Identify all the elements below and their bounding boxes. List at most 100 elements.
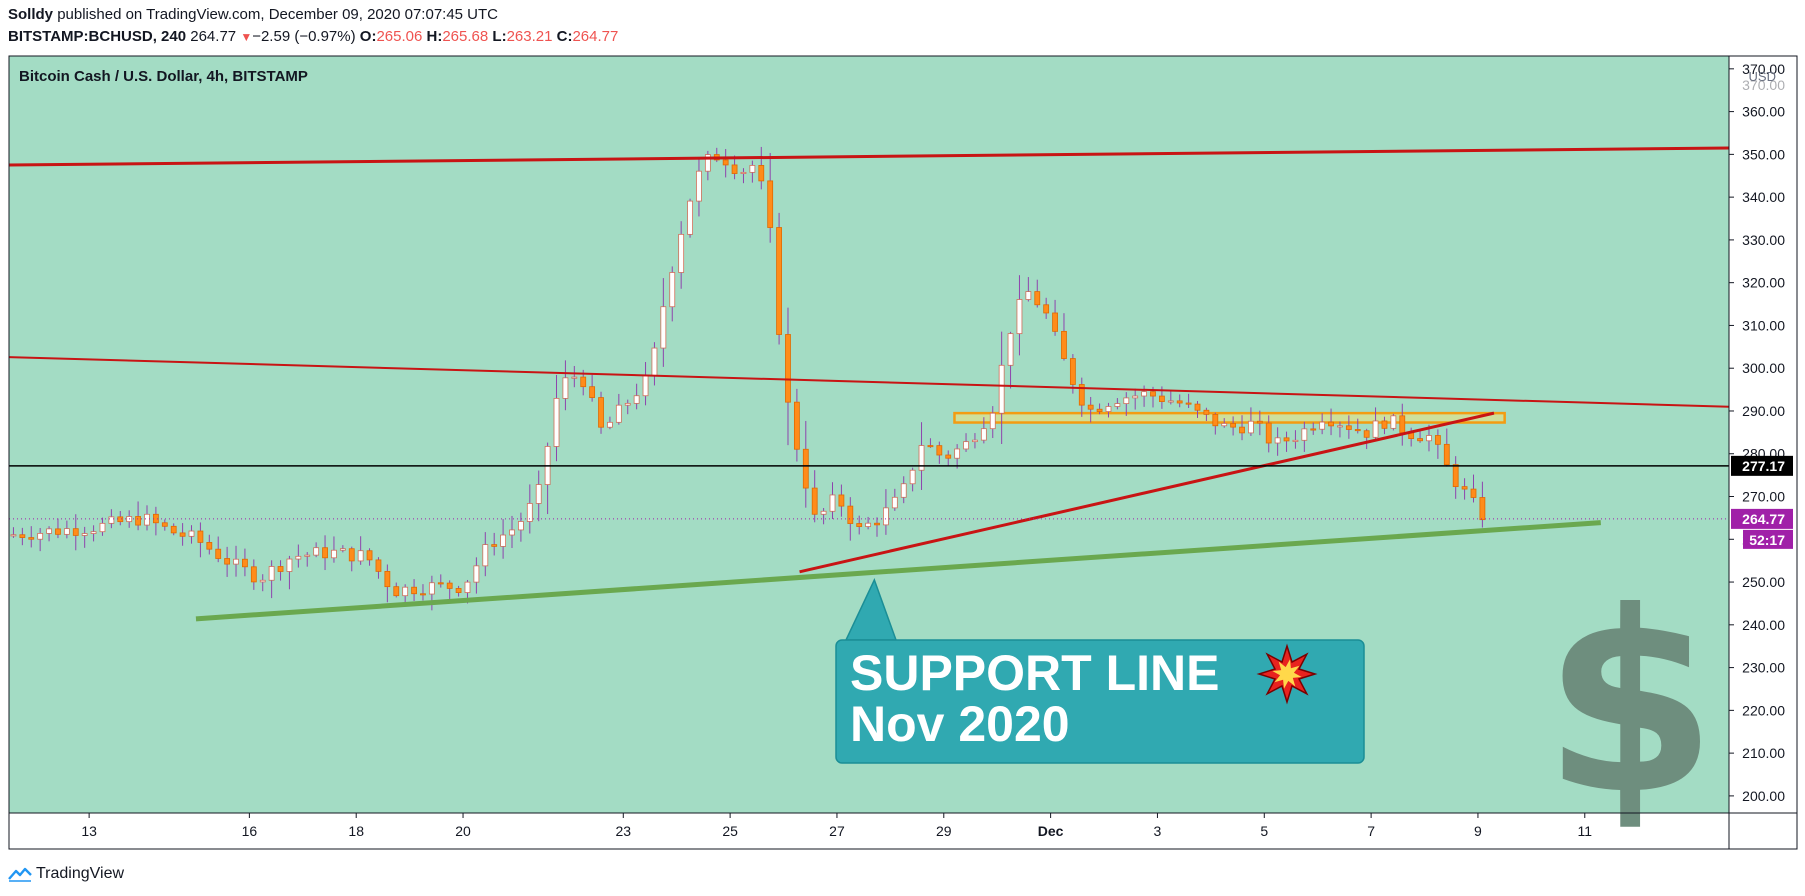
- x-tick-label: 23: [615, 823, 631, 839]
- x-tick-label: 20: [455, 823, 471, 839]
- countdown-badge: [1743, 529, 1793, 549]
- candle-bear: [375, 559, 382, 572]
- candle-bull: [1167, 400, 1174, 403]
- candle-bear: [1176, 400, 1183, 404]
- change-text: −2.59 (−0.97%): [252, 28, 356, 45]
- candle-bear: [1034, 291, 1041, 306]
- candle-bear: [1310, 428, 1317, 431]
- candle-bull: [526, 503, 533, 522]
- time-axis[interactable]: [9, 813, 1797, 849]
- candle-bear: [1434, 435, 1441, 445]
- candle-bear: [206, 542, 213, 550]
- tradingview-logo-icon[interactable]: [8, 866, 32, 882]
- y-tick-label: 360.00: [1742, 104, 1785, 120]
- candle-bear: [411, 586, 417, 595]
- candle-bear: [1203, 409, 1210, 415]
- candle-bear: [366, 550, 373, 561]
- candle-bear: [945, 454, 952, 459]
- candle-bull: [865, 522, 872, 527]
- candle-bear: [811, 487, 818, 515]
- candle-bull: [63, 528, 70, 535]
- candle-bull: [90, 531, 97, 534]
- candle-bull: [233, 558, 239, 565]
- candle-bear: [224, 558, 231, 565]
- candle-bear: [598, 397, 604, 428]
- resistance-line-mid[interactable]: [8, 356, 1730, 408]
- candle-bull: [482, 544, 489, 567]
- candle-bull: [144, 513, 150, 526]
- candle-bear: [793, 401, 800, 450]
- candle-bull: [669, 272, 676, 308]
- last-price-text: 264.77: [1742, 511, 1785, 527]
- candle-bear: [348, 548, 355, 562]
- candle-bear: [250, 566, 257, 583]
- candle-bull: [1274, 437, 1281, 444]
- candle-bull: [518, 521, 524, 531]
- candle-bull: [331, 549, 337, 559]
- candle-bull: [1221, 423, 1228, 427]
- x-tick-label: 3: [1154, 823, 1162, 839]
- author-name[interactable]: Solldy: [8, 6, 54, 23]
- candle-bear: [28, 537, 35, 540]
- candle-bear: [1381, 420, 1388, 429]
- price-axis[interactable]: [1729, 56, 1797, 813]
- candle-bear: [437, 582, 444, 585]
- callout-box[interactable]: [835, 639, 1365, 764]
- candle-bear: [1069, 358, 1076, 385]
- y-tick-label: 370.00: [1742, 61, 1785, 77]
- rising-trend-line[interactable]: [799, 411, 1495, 574]
- publish-line: Solldy published on TradingView.com, Dec…: [8, 6, 498, 23]
- candle-bull: [1007, 333, 1014, 366]
- candle-bear: [838, 494, 845, 507]
- low-value: 263.21: [506, 28, 553, 45]
- support-line[interactable]: [195, 520, 1601, 622]
- partial-top-tick: 370.00: [1742, 77, 1785, 93]
- time-axis-ticks: 13 16 18 20 23 25 27 29 Dec 3 5 7 9 11: [81, 813, 1592, 839]
- y-tick-label: 310.00: [1742, 317, 1785, 333]
- close-label: C:: [556, 28, 573, 45]
- dollar-sign-icon: $: [1543, 558, 1717, 849]
- candle-bear: [322, 547, 328, 559]
- brand-name[interactable]: TradingView: [36, 865, 125, 882]
- candle-bear: [1265, 422, 1272, 444]
- candle-bull: [339, 548, 346, 551]
- candle-bear: [1052, 312, 1058, 332]
- y-tick-label: 290.00: [1742, 403, 1785, 419]
- candle-bull: [571, 376, 578, 379]
- price-axis-ticks: 200.00210.00220.00230.00240.00250.00260.…: [1729, 61, 1785, 804]
- x-tick-label: 11: [1578, 823, 1593, 839]
- x-tick-label: 5: [1260, 823, 1268, 839]
- candle-bear: [1158, 395, 1165, 402]
- candle-bull: [678, 233, 685, 273]
- x-tick-label: 16: [242, 823, 258, 839]
- candle-bear: [1417, 438, 1423, 442]
- candle-bull: [37, 533, 44, 540]
- candle-bear: [874, 522, 880, 526]
- y-tick-label: 200.00: [1742, 788, 1785, 804]
- candle-bear: [170, 525, 177, 534]
- resistance-line-top[interactable]: [8, 146, 1730, 167]
- chart-frame: [8, 55, 1798, 850]
- candle-bear: [1043, 304, 1050, 314]
- x-tick-label: 25: [722, 823, 738, 839]
- candle-bear: [785, 334, 791, 403]
- level-price-text: 277.17: [1742, 458, 1785, 474]
- candle-bull: [1319, 421, 1326, 430]
- candle-bear: [1479, 497, 1486, 521]
- candle-bull: [687, 200, 693, 235]
- zone-box[interactable]: [953, 411, 1506, 424]
- candle-bear: [1443, 443, 1450, 466]
- candle-bull: [954, 448, 961, 459]
- candle-bear: [197, 530, 204, 543]
- callout-title: SUPPORT LINE: [850, 645, 1219, 701]
- candles: [10, 146, 1486, 611]
- candle-bear: [731, 164, 738, 174]
- candle-bull: [1337, 425, 1343, 428]
- candle-bear: [1283, 437, 1290, 442]
- candle-bull: [900, 483, 907, 498]
- candle-bull: [1123, 397, 1130, 404]
- last-price-badge: [1731, 508, 1793, 529]
- candle-bull: [259, 579, 266, 583]
